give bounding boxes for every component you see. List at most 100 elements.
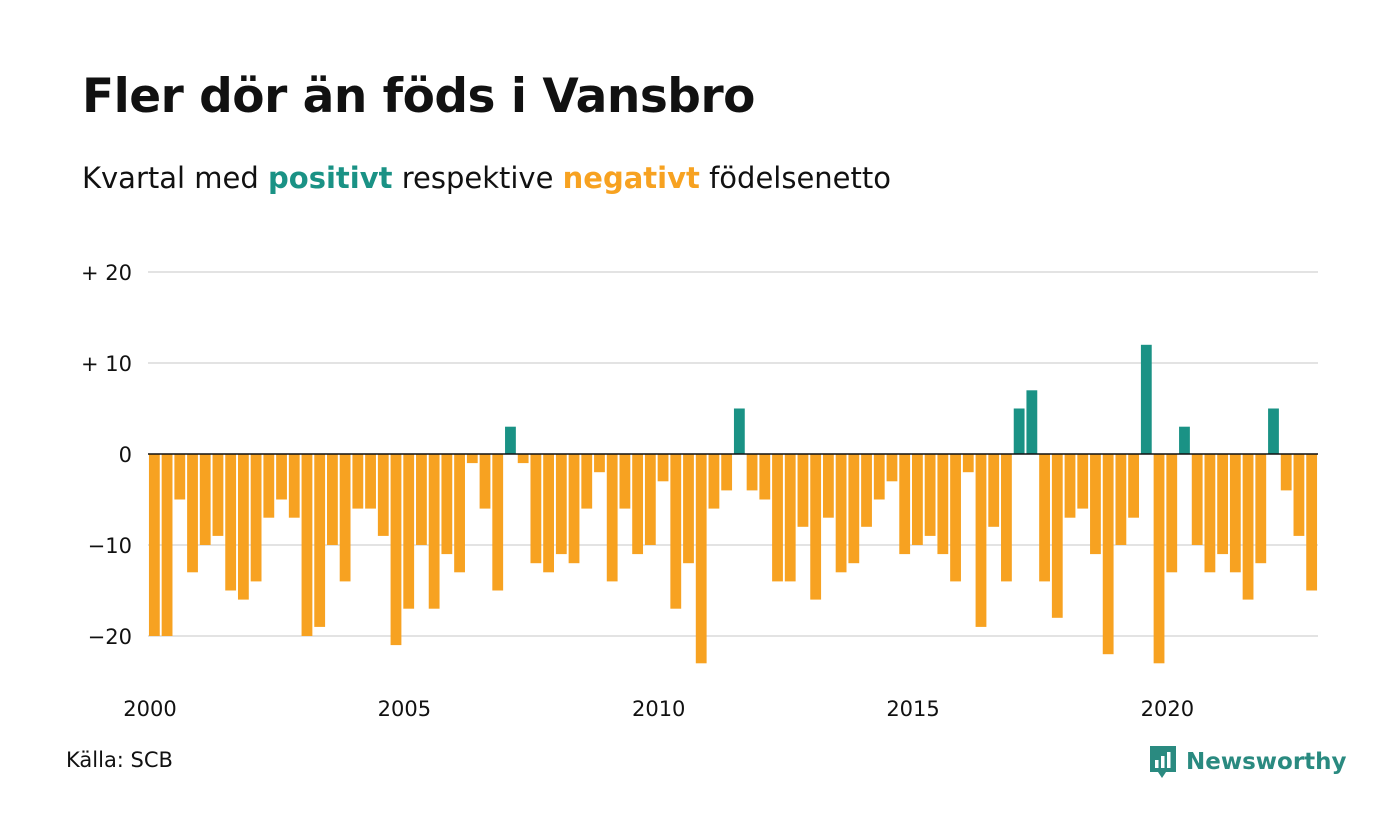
bar [912,454,923,545]
bar [810,454,822,600]
bar [784,454,796,582]
bar [1001,454,1012,582]
bar [644,454,656,545]
bar [950,454,961,582]
bar [721,454,733,491]
bar [250,454,262,582]
bar [606,454,618,582]
y-tick-label: + 20 [81,261,132,285]
bar [237,454,249,600]
bar [1255,454,1267,564]
bar [975,454,987,627]
bar [505,426,516,454]
bar [746,454,758,491]
bar [466,454,478,464]
bar [479,454,491,509]
subtitle-prefix: Kvartal med [82,161,269,195]
bar [314,454,326,627]
bar [1166,454,1178,573]
bar [1039,454,1050,582]
bar [543,454,554,573]
bar [403,454,415,609]
bar [886,454,898,482]
bar [1102,454,1114,655]
bar [962,454,974,473]
bar [1013,408,1025,454]
bar [1051,454,1063,618]
brand-logo[interactable]: Newsworthy [1148,744,1347,780]
x-tick-label: 2005 [378,697,431,721]
subtitle-suffix: födelsenetto [699,161,891,195]
bar [1242,454,1254,600]
bar [873,454,885,500]
bar [352,454,364,509]
bar-chart: + 20 + 10 0 −10 −20 2000 2005 2010 2015 2020 [81,261,1318,721]
bar [212,454,224,536]
bar [416,454,427,545]
bar [1179,426,1190,454]
bar [1128,454,1139,518]
subtitle-negative-highlight: negativt [562,161,700,195]
bar [161,454,173,636]
bar [288,454,300,518]
bar [683,454,694,564]
bar [619,454,631,509]
bar [174,454,186,500]
bar [301,454,313,636]
source-note: Källa: SCB [66,748,173,772]
bar [1229,454,1241,573]
bar [517,454,529,464]
bar [1026,390,1038,454]
bar [848,454,860,564]
bar [327,454,338,545]
bar [772,454,783,582]
bar [835,454,847,573]
bar [263,454,275,518]
chart-subtitle: Kvartal med positivt respektive negativt… [82,160,891,198]
bar [670,454,682,609]
bar [708,454,720,509]
bar [377,454,389,536]
bar [199,454,211,545]
bar [148,454,160,636]
bar [1204,454,1216,573]
y-tick-label: −20 [88,625,132,649]
bar [390,454,402,646]
bar [1306,454,1318,591]
y-tick-label: + 10 [81,352,132,376]
bar [365,454,376,509]
bar [187,454,198,573]
x-tick-label: 2000 [123,697,176,721]
bar [1064,454,1076,518]
bar [861,454,872,527]
bar [1140,344,1152,454]
subtitle-middle: respektive [392,161,563,195]
bar [937,454,949,555]
bar [988,454,1000,527]
bar [1090,454,1101,555]
bar [899,454,911,555]
bar [1153,454,1165,664]
bar [1115,454,1127,545]
bar [594,454,605,473]
bar [568,454,580,564]
bar [428,454,440,609]
bar [797,454,809,527]
bar [1191,454,1203,545]
x-tick-label: 2015 [886,697,939,721]
newsworthy-logo-icon [1150,746,1176,778]
bar [276,454,287,500]
bar [657,454,669,482]
brand-name: Newsworthy [1186,749,1347,775]
bar [339,454,351,582]
bar [555,454,567,555]
y-tick-label: 0 [119,443,132,467]
bar [530,454,542,564]
bar [632,454,644,555]
bar [225,454,237,591]
bar [924,454,936,536]
bar [1217,454,1229,555]
bar [1280,454,1292,491]
bar [1268,408,1279,454]
bar [581,454,593,509]
